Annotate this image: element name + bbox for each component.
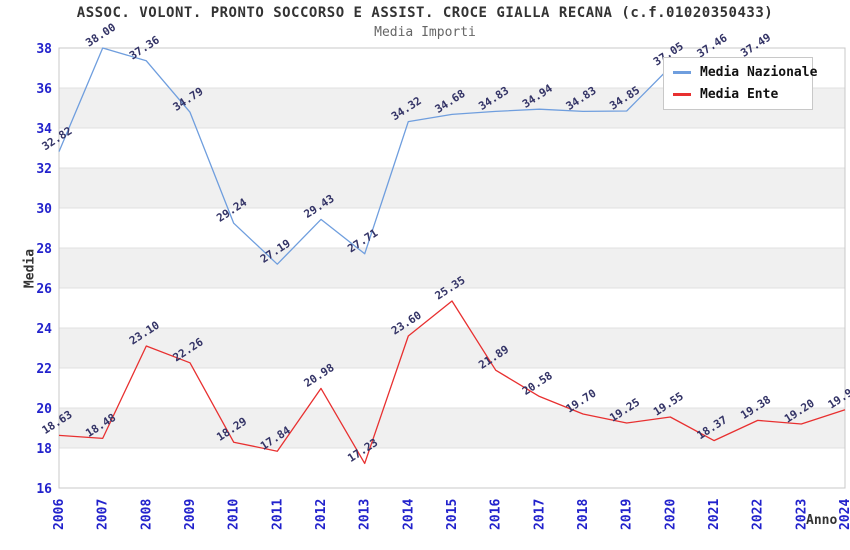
- legend-item-media-ente: Media Ente: [673, 87, 803, 102]
- chart-title: ASSOC. VOLONT. PRONTO SOCCORSO E ASSIST.…: [76, 5, 774, 21]
- svg-text:26: 26: [36, 282, 52, 297]
- y-axis-title: Media: [22, 248, 38, 289]
- chart-subtitle: Media Importi: [374, 25, 476, 40]
- svg-text:20: 20: [36, 402, 52, 417]
- legend-line-swatch-blue: [673, 71, 691, 74]
- svg-text:2023: 2023: [794, 499, 809, 530]
- plot-bands: [59, 48, 845, 488]
- legend-item-media-nazionale: Media Nazionale: [673, 65, 817, 80]
- y-tick-labels: 16 18 20 22 24 26 28 30 32 34 36 38: [36, 42, 52, 497]
- svg-text:2017: 2017: [532, 499, 547, 530]
- legend: Media Nazionale Media Ente: [663, 57, 817, 110]
- svg-text:2014: 2014: [401, 499, 416, 530]
- svg-text:24: 24: [36, 322, 52, 337]
- svg-text:16: 16: [36, 482, 52, 497]
- svg-text:34: 34: [36, 122, 52, 137]
- svg-text:2018: 2018: [576, 499, 591, 530]
- svg-text:2010: 2010: [227, 499, 242, 530]
- svg-text:38: 38: [36, 42, 52, 57]
- svg-text:2008: 2008: [139, 499, 154, 530]
- svg-text:28: 28: [36, 242, 52, 257]
- legend-label: Media Ente: [700, 87, 779, 102]
- svg-text:2015: 2015: [445, 499, 460, 530]
- svg-text:2012: 2012: [314, 499, 329, 530]
- svg-text:2013: 2013: [358, 499, 373, 530]
- svg-text:2021: 2021: [707, 499, 722, 530]
- svg-text:2022: 2022: [751, 499, 766, 530]
- svg-text:2016: 2016: [489, 499, 504, 530]
- svg-text:2024: 2024: [838, 499, 850, 530]
- series-line-media-nazionale: [58, 47, 758, 265]
- svg-text:22: 22: [36, 362, 52, 377]
- svg-text:2009: 2009: [183, 499, 198, 530]
- svg-text:32: 32: [36, 162, 52, 177]
- legend-label: Media Nazionale: [700, 65, 818, 80]
- svg-text:2020: 2020: [663, 499, 678, 530]
- svg-text:30: 30: [36, 202, 52, 217]
- legend-line-swatch-red: [673, 93, 691, 96]
- svg-text:2011: 2011: [270, 499, 285, 530]
- x-axis-title: Anno: [806, 513, 838, 528]
- series-line-media-ente: [58, 300, 846, 465]
- x-tick-labels: 2006 2007 2008 2009 2010 2011 2012 2013 2014 2015…: [52, 499, 850, 530]
- svg-text:38.00: 38.00: [83, 21, 118, 50]
- svg-text:36: 36: [36, 82, 52, 97]
- svg-text:2019: 2019: [620, 499, 635, 530]
- svg-text:2007: 2007: [96, 499, 111, 530]
- plot-border: [58, 47, 846, 489]
- svg-text:2006: 2006: [52, 499, 67, 530]
- svg-text:18: 18: [36, 442, 52, 457]
